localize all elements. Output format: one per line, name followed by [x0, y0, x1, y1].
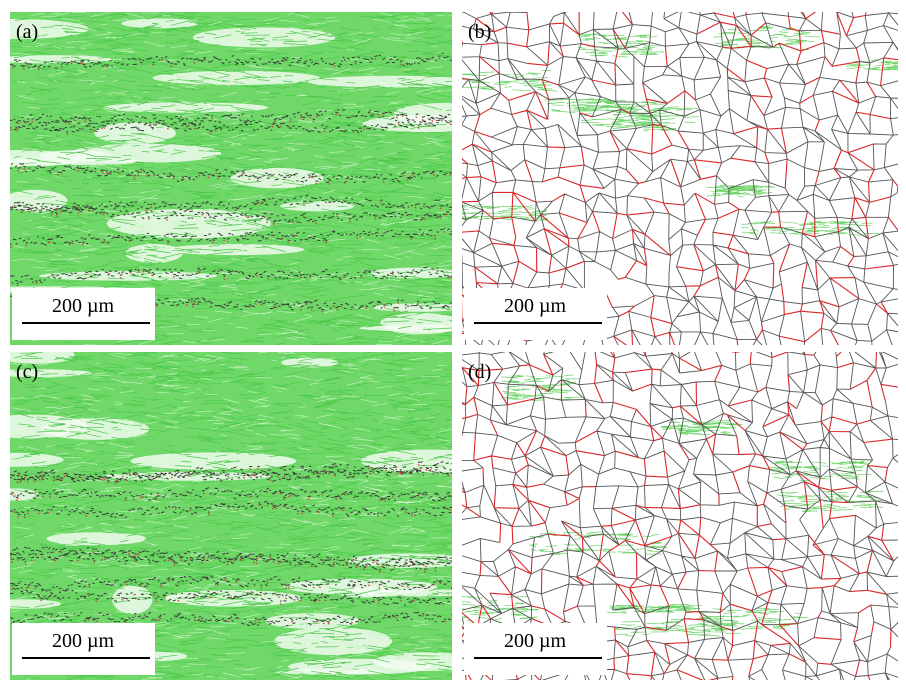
light-streak [112, 585, 152, 614]
scale-bar-label: 200 µm [504, 295, 567, 317]
scale-bar-label: 200 µm [52, 295, 115, 317]
panel-label: (b) [468, 21, 491, 43]
panel-label: (c) [16, 361, 38, 383]
micrograph-panel: (c) 200 µm [0, 346, 498, 683]
light-streak [288, 659, 432, 675]
micrograph-panel: (a) 200 µm [0, 11, 529, 347]
scale-bar-label: 200 µm [52, 630, 115, 652]
figure: (a) 200 µm (b) 200 µm (c) 200 µm (d) 200 µm [0, 0, 906, 684]
light-streak [41, 418, 149, 440]
panel-label: (d) [468, 361, 491, 383]
panel-label: (a) [16, 21, 38, 43]
micrograph-panel: (b) 200 µm [420, 0, 906, 359]
micrograph-panel: (d) 200 µm [408, 328, 906, 684]
scale-bar-label: 200 µm [504, 630, 567, 652]
